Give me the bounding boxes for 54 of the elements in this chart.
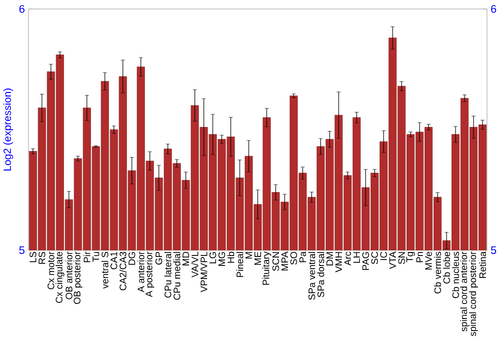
x-tick-label: Cb vermis: [434, 252, 442, 294]
x-tick-label: ventral S: [101, 252, 108, 289]
x-tick-label: SPa ventral: [308, 252, 316, 300]
x-tick-label: SO: [290, 252, 298, 265]
x-tick-label: MD: [182, 252, 190, 266]
y2-tick-label: 6: [491, 5, 496, 13]
x-tick-label: SN: [398, 252, 405, 264]
x-tick-label: Hb: [227, 252, 234, 263]
x-tick-label: VA/VL: [191, 252, 198, 278]
x-tick-label: CA1: [110, 252, 118, 270]
x-tick-label: RS: [38, 252, 46, 264]
x-tick-label: VTA: [389, 251, 396, 270]
x-tick-label: Pituitary: [262, 251, 272, 285]
y2-tick-label: 5: [490, 246, 496, 254]
x-tick-label: MPA: [281, 251, 288, 270]
x-tick-label: Pineal: [236, 252, 244, 277]
x-tick-label: Cb nucleus: [452, 252, 460, 298]
x-tick-label: DM: [326, 252, 333, 266]
x-tick-label: Tg: [406, 252, 415, 262]
x-tick-label: VPM/VPL: [200, 252, 208, 292]
x-tick-label: VMH: [335, 252, 342, 272]
x-tick-label: LG: [209, 252, 216, 264]
x-tick-label: MVe: [425, 252, 432, 270]
x-tick-label: CA2/CA3: [119, 252, 126, 290]
x-tick-label: ME: [254, 252, 261, 265]
x-tick-label: OB anterior: [65, 252, 72, 300]
x-tick-label: Tu: [92, 252, 100, 262]
x-tick-label: Cx cingulate: [56, 252, 64, 303]
x-tick-label: IC: [380, 252, 387, 260]
x-tick-label: MG: [218, 252, 226, 266]
x-tick-label: DG: [128, 252, 136, 265]
x-tick-label: SPa dorsal: [317, 252, 324, 298]
x-tick-label: spinal cord posterior: [469, 252, 478, 336]
x-tick-label: SCN: [272, 252, 280, 271]
x-tick-label: spinal cord anterior: [460, 252, 469, 332]
x-tick-label: OB posterior: [74, 252, 82, 304]
x-tick-label: Cb lobe: [443, 252, 450, 284]
x-tick-label: LS: [30, 252, 36, 262]
x-tick-label: Pir: [83, 252, 90, 262]
x-tick-label: A posterior: [145, 252, 154, 298]
x-tick-label: Cx motor: [48, 252, 54, 290]
x-tick-label: CPu lateral: [164, 252, 172, 298]
x-tick-label: SC: [371, 252, 378, 264]
x-tick-label: LH: [353, 252, 360, 263]
x-tick-label: PAG: [362, 252, 369, 270]
x-tick-label: Pn: [416, 252, 423, 262]
x-tick-label: GP: [155, 252, 162, 265]
x-tick-label: CPu medial: [173, 252, 180, 300]
x-tick-label: A anterior: [137, 252, 144, 292]
y-axis-title: Log2 (expression): [3, 88, 14, 171]
x-tick-label: M: [246, 252, 252, 259]
x-tick-label: Retina: [479, 251, 486, 278]
x-tick-label: Pa: [299, 251, 306, 262]
x-tick-label: Arc: [344, 252, 351, 266]
